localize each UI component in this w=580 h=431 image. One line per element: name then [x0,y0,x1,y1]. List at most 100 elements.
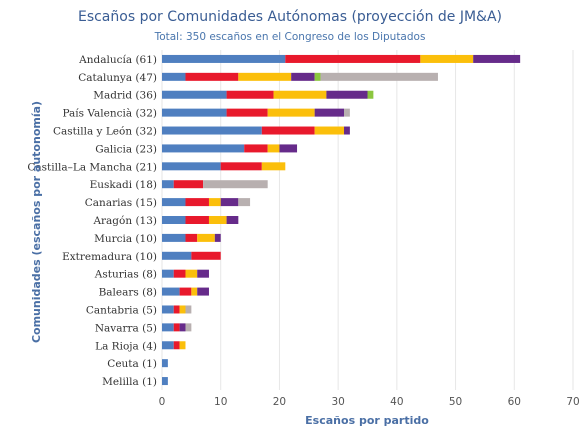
x-tick-label: 30 [331,396,344,408]
bar-segment [162,72,186,81]
category-label: Madrid (36) [93,90,157,102]
x-tick-label: 20 [273,396,286,408]
bar-segment [191,251,221,260]
bar-segment [162,377,168,386]
bar-segment [197,233,215,242]
chart-title: Escaños por Comunidades Autónomas (proye… [78,9,502,25]
bar-segment [203,180,268,189]
bar-segment [226,90,274,99]
bar-segment [208,216,227,224]
bar-segment [473,54,521,63]
bar-segment [267,144,280,153]
bar-segment [344,108,350,117]
bar-segment [273,90,327,99]
bar-segment [162,162,221,171]
bar-segment [162,108,227,117]
bar-segment [197,269,209,278]
bar-segment [226,216,239,224]
bar-segment [185,305,192,314]
bar-segment [162,305,174,314]
bar-segment [162,90,227,99]
x-tick-label: 50 [449,396,462,408]
bar-segment [185,72,239,81]
bar-segment [162,54,286,63]
bar-segment [367,90,374,99]
bars [162,54,521,386]
bar-segment [279,144,298,153]
bar-segment [162,233,186,242]
category-label: La Rioja (4) [95,340,157,352]
x-tick-labels: 0 10 20 30 40 50 60 70 [159,396,580,408]
bar-segment [261,162,286,171]
bar-segment [179,323,186,332]
bar-segment [162,251,192,260]
y-axis-title: Comunidades (escaños por autonomía) [30,101,43,343]
bar-segment [238,198,251,207]
category-label: Euskadi (18) [90,179,157,191]
bar-segment [420,54,474,63]
bar-segment [208,198,221,207]
category-label: País Valencià (32) [62,108,157,120]
bar-segment [162,198,186,207]
bar-segment [162,323,174,332]
bar-segment [162,144,245,153]
x-tick-label: 60 [508,396,521,408]
category-labels: Andalucía (61) Catalunya (47) Madrid (36) P… [27,54,157,388]
bar-segment [185,198,209,207]
bar-segment [162,341,174,350]
category-label: Balears (8) [99,287,157,299]
bar-segment [179,305,186,314]
bar-segment [267,108,315,117]
category-label: Murcia (10) [94,233,157,245]
bar-segment [191,287,198,296]
bar-segment [226,108,268,117]
bar-segment [314,126,345,135]
bar-segment [179,341,186,350]
category-label: Castilla–La Mancha (21) [27,161,157,173]
category-label: Melilla (1) [102,376,157,388]
bar-segment [162,359,168,368]
bar-segment [320,72,438,81]
bar-segment [185,323,192,332]
category-label: Ceuta (1) [107,358,157,370]
chart-subtitle: Total: 350 escaños en el Congreso de los… [154,31,426,43]
bar-segment [173,341,180,350]
category-label: Castilla y León (32) [53,126,157,138]
bar-segment [173,305,180,314]
bar-segment [162,269,174,278]
bar-segment [185,269,198,278]
bar-segment [285,54,421,63]
bar-segment [214,233,221,242]
bar-segment [291,72,315,81]
bar-segment [162,216,186,224]
bar-segment [162,287,180,296]
category-label: Cantabria (5) [86,304,157,316]
bar-segment [173,323,180,332]
x-axis-title: Escaños por partido [305,414,429,427]
bar-segment [185,233,198,242]
bar-segment [173,269,186,278]
x-tick-label: 40 [390,396,403,408]
category-label: Aragón (13) [92,215,157,227]
x-tick-label: 10 [214,396,227,408]
bar-segment [261,126,315,135]
category-label: Navarra (5) [95,322,157,334]
x-tick-label: 0 [159,396,166,408]
bar-segment [344,126,350,135]
bar-segment [326,90,368,99]
category-label: Andalucía (61) [78,54,157,66]
category-label: Catalunya (47) [78,72,157,84]
bar-segment [220,162,262,171]
bar-segment [238,72,292,81]
bar-segment [173,180,204,189]
x-tick-label: 70 [566,396,579,408]
bar-segment [244,144,268,153]
bar-segment [197,287,209,296]
bar-segment [220,198,239,207]
category-label: Extremadura (10) [62,251,157,263]
grid [161,50,574,390]
category-label: Asturias (8) [94,269,157,281]
bar-segment [162,180,174,189]
bar-segment [314,72,321,81]
